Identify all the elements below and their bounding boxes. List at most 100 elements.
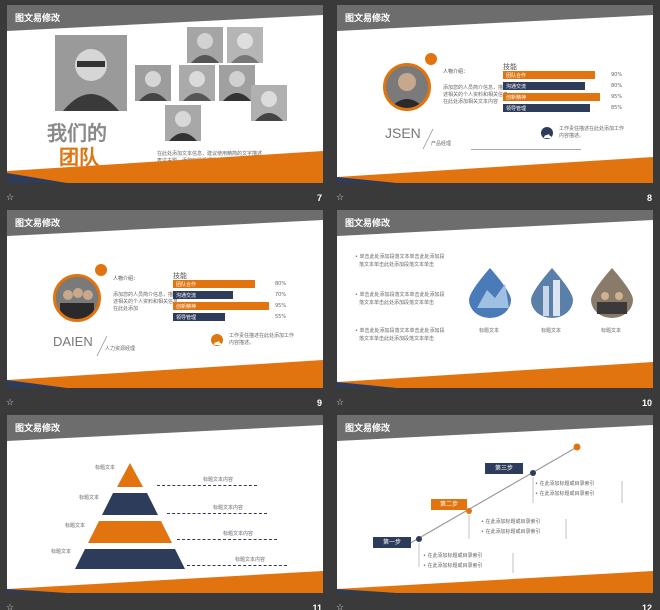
skills-chart: 团队合作 80% 沟通交流 70% 创新精神 95% 领导管理 55% [173, 280, 313, 324]
slide-number: 9 [316, 398, 322, 408]
bullet-text: • 单击此处添加段落文本单击此处添加段 [355, 292, 445, 298]
intro-text: 添加您的人员简介信息，描 [113, 292, 174, 298]
slide-7-canvas: 图文易修改 我们的 团队 在此处添加文本信息，建议使用精简的文字描述 表达主题。… [7, 5, 323, 183]
slide-thumb-7[interactable]: 图文易修改 我们的 团队 在此处添加文本信息，建议使用精简的文字描述 表达主题。… [0, 0, 330, 205]
star-icon[interactable]: ☆ [6, 603, 15, 610]
skill-bar [173, 291, 233, 299]
star-icon[interactable]: ☆ [336, 193, 345, 203]
intro-text: 在此处添加相关文本内容 [443, 99, 499, 105]
header-band [337, 5, 653, 31]
star-icon[interactable]: ☆ [6, 398, 15, 408]
bullet-text: 落文本单击此处添加段落文本单击 [359, 300, 435, 306]
step-item: • 在此添加标题或目录索引 [423, 553, 483, 559]
step-item: • 在此添加标题或目录索引 [481, 519, 541, 525]
skill-value: 95% [611, 94, 623, 100]
leader-line [187, 565, 287, 566]
slide-10-canvas: 图文易修改 • 单击此处添加段落文本单击此处添加段 落文本单击此处添加段落文本单… [337, 210, 653, 388]
pyramid-level-1 [117, 463, 143, 487]
slide-thumb-12[interactable]: 图文易修改 第三步 • 在此添加标题或目录索引 • 在此添加标题或目录索引 第二… [330, 410, 660, 610]
team-photo-main [55, 35, 127, 111]
level-content: 标题文本内容 [223, 531, 254, 537]
skill-value: 70% [275, 292, 287, 298]
level-label: 标题文本 [79, 495, 100, 501]
star-icon[interactable]: ☆ [336, 603, 345, 610]
slide-thumb-8[interactable]: 图文易修改 人物介绍： 添加您的人员简介信息，描 述相关的个人资料和相关信息， … [330, 0, 660, 205]
skill-value: 55% [275, 314, 287, 320]
skill-row-0: 团队合作 90% [503, 71, 643, 79]
slide-12-canvas: 图文易修改 第三步 • 在此添加标题或目录索引 • 在此添加标题或目录索引 第二… [337, 415, 653, 593]
slide-thumb-11[interactable]: 图文易修改 标题文本 标题文本 标题文本 标题文本 标题文本内容 标题文本内容 … [0, 410, 330, 610]
team-photo [251, 85, 287, 121]
pyramid-level-3 [88, 521, 172, 543]
skill-value: 90% [611, 72, 623, 78]
slide-number: 11 [312, 603, 322, 610]
step-1-label: 第一步 [373, 537, 411, 548]
slide-header-title: 图文易修改 [15, 219, 61, 229]
slide-header-title: 图文易修改 [15, 14, 61, 24]
person-portrait [53, 274, 101, 322]
slide-number: 12 [641, 603, 652, 610]
leader-line [157, 485, 257, 486]
timeline-dot [530, 470, 536, 476]
skill-value: 85% [611, 105, 623, 111]
slide-number: 10 [641, 398, 652, 408]
skill-label: 团队合作 [176, 282, 197, 288]
skill-label: 领导管理 [176, 315, 197, 321]
footer-band [337, 157, 653, 183]
skill-row-3: 领导管理 55% [173, 313, 313, 321]
level-label: 标题文本 [51, 549, 72, 555]
person-portrait [383, 63, 431, 111]
star-icon[interactable]: ☆ [336, 398, 345, 408]
slide-thumb-10[interactable]: 图文易修改 • 单击此处添加段落文本单击此处添加段 落文本单击此处添加段落文本单… [330, 205, 660, 410]
person-name: DAIEN [53, 334, 93, 349]
intro-text: 述相关的个人资料和相关信息， [443, 92, 514, 98]
header-band [7, 415, 323, 441]
pyramid-level-2 [102, 493, 158, 515]
intro-text: 在此处添加 [113, 306, 139, 312]
star-icon[interactable]: ☆ [6, 193, 15, 203]
header-band [337, 210, 653, 236]
skill-row-3: 领导管理 85% [503, 104, 643, 112]
timeline-dot [416, 536, 422, 542]
header-band [7, 210, 323, 236]
team-photo [179, 65, 215, 101]
slide-number: 7 [316, 193, 322, 203]
intro-text: 添加您的人员简介信息，描 [443, 85, 504, 91]
skills-title: 技能 [503, 63, 517, 71]
skill-bar [503, 82, 585, 90]
timeline-diagram [406, 443, 623, 573]
slide-8-canvas: 图文易修改 人物介绍： 添加您的人员简介信息，描 述相关的个人资料和相关信息， … [337, 5, 653, 183]
bullet-text: 落文本单击此处添加段落文本单击 [359, 262, 435, 268]
pyramid-chart [75, 463, 185, 569]
drop-image-buildings [531, 268, 573, 318]
skill-label: 团队合作 [506, 73, 527, 79]
slide-number: 8 [646, 193, 652, 203]
slide-header-title: 图文易修改 [345, 424, 391, 434]
team-title-line1: 我们的 [47, 121, 107, 145]
skill-label: 创新精神 [176, 304, 197, 310]
level-content: 标题文本内容 [203, 477, 234, 483]
skill-value: 95% [275, 303, 287, 309]
skill-label: 沟通交流 [176, 293, 197, 299]
skill-bar [503, 93, 600, 101]
drop-caption: 标题文本 [479, 328, 500, 334]
bullet-text: 落文本单击此处添加段落文本单击 [359, 336, 435, 342]
person-role: 人力资源经理 [105, 346, 136, 352]
slide-thumb-9[interactable]: 图文易修改 人物介绍： 添加您的人员简介信息，描 述相关的个人资料和相关信息 在… [0, 205, 330, 410]
team-photo [187, 27, 223, 63]
step-item: • 在此添加标题或目录索引 [535, 481, 595, 487]
drop-caption: 标题文本 [601, 328, 622, 334]
intro-text: 述相关的个人资料和相关信息 [113, 299, 179, 305]
footer-band [337, 362, 653, 388]
skills-title: 技能 [173, 272, 187, 280]
slide-header-title: 图文易修改 [345, 219, 391, 229]
work-text: 工作责任描述在此处添加工作 [229, 333, 295, 339]
bullet-text: • 单击此处添加段落文本单击此处添加段 [355, 328, 445, 334]
rocket-icon [95, 264, 107, 276]
skill-bar [503, 71, 595, 79]
timeline-axis [406, 446, 578, 546]
leader-line [177, 539, 277, 540]
drop-image-meeting [591, 268, 633, 318]
skill-bar [173, 313, 225, 321]
step-3-label: 第三步 [485, 463, 523, 474]
